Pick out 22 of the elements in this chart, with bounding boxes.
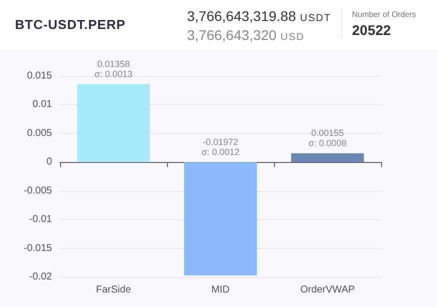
text: 20522	[352, 21, 392, 40]
y-tick-label: -0.015	[24, 242, 52, 254]
x-tick-label: OrderVWAP	[300, 284, 356, 296]
data-label: 0.01358 σ: 0.0013	[94, 59, 133, 80]
chart-title: BTC-USDT.PERP	[15, 17, 126, 32]
text: 3,766,643,319.88 USDT	[187, 8, 332, 26]
y-tick-label: -0.005	[24, 185, 52, 196]
y-tick-label: 0.01	[32, 99, 52, 110]
y-tick-label: 0	[46, 156, 52, 168]
bar	[184, 162, 257, 276]
y-tick-label: -0.01	[29, 214, 52, 226]
text: 3,766,643,320 USD	[187, 27, 306, 45]
data-label: 0.00155 σ: 0.0008	[308, 128, 347, 148]
y-tick-label: -0.02	[29, 272, 52, 282]
x-tick-label: FarSide	[96, 284, 132, 296]
y-tick-label: 0.005	[26, 128, 52, 139]
x-tick-label: MID	[211, 284, 230, 296]
y-tick-label: 0.015	[26, 70, 52, 82]
data-label: -0.01972 σ: 0.0012	[201, 137, 240, 158]
bar	[291, 153, 364, 162]
bar	[77, 84, 150, 162]
text: Number of Orders	[352, 9, 416, 20]
